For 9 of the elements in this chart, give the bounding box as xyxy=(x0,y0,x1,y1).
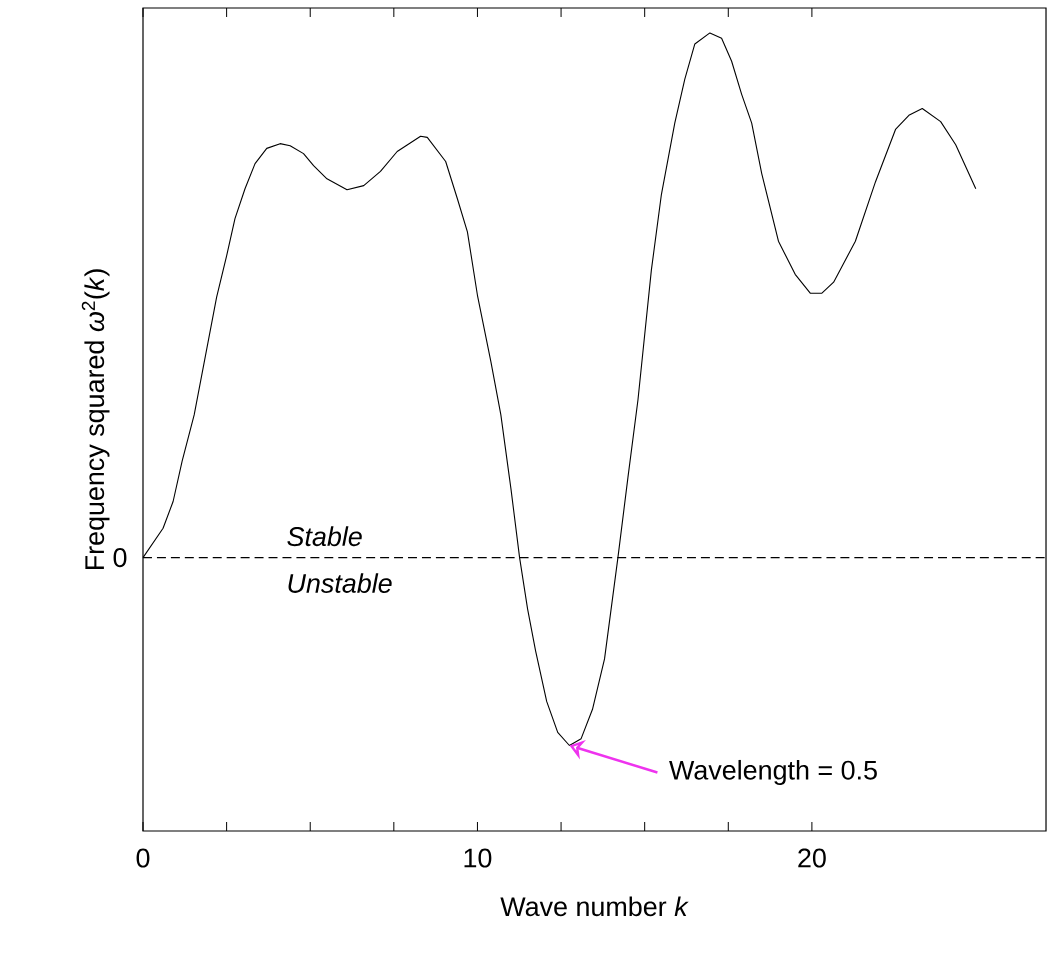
annotation: Wavelength = 0.5 xyxy=(669,759,877,786)
x-tick-label: 0 xyxy=(136,848,150,868)
ref-line-label: 0 xyxy=(113,548,127,568)
annotation: Unstable xyxy=(288,573,392,593)
x-tick-label: 10 xyxy=(464,848,492,868)
x-axis-title: Wave number k xyxy=(500,896,689,917)
y-axis-title: Frequency squared ω$^{2}$(k) xyxy=(81,269,110,570)
annotation: Stable xyxy=(287,526,362,547)
x-tick-label: 20 xyxy=(798,848,826,868)
